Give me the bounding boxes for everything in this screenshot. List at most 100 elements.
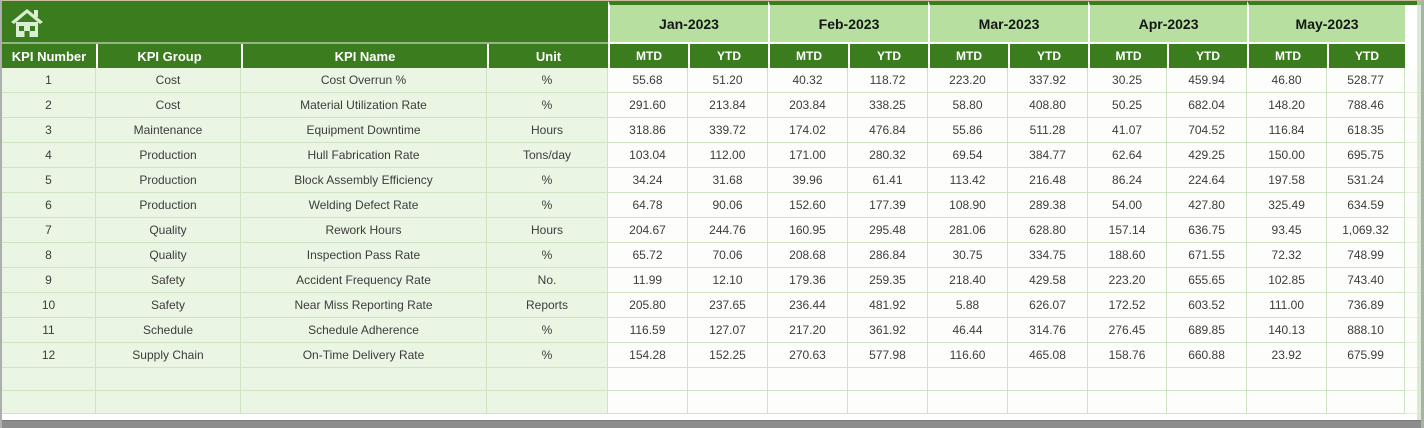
kpi-number-cell: 10: [2, 293, 96, 318]
kpi-value-cell: 152.25: [688, 343, 768, 368]
col-header-jan-mtd: MTD: [608, 44, 688, 68]
kpi-value-cell: 384.77: [1008, 143, 1089, 168]
kpi-name-cell: Cost Overrun %: [241, 68, 487, 93]
col-header-jan-ytd: YTD: [688, 44, 768, 68]
kpi-value-cell: 427.80: [1167, 193, 1248, 218]
kpi-value-cell: 337.92: [1008, 68, 1089, 93]
kpi-unit-cell: %: [487, 343, 608, 368]
kpi-value-cell: 408.80: [1008, 93, 1089, 118]
kpi-number-cell: 12: [2, 343, 96, 368]
kpi-group-cell: Schedule: [96, 318, 241, 343]
kpi-value-cell: 259.35: [848, 268, 929, 293]
kpi-value-cell: 223.20: [928, 68, 1009, 93]
kpi-name-cell: Hull Fabrication Rate: [241, 143, 487, 168]
kpi-unit-cell: %: [487, 318, 608, 343]
kpi-value-cell: 62.64: [1088, 143, 1168, 168]
kpi-value-cell: 465.08: [1008, 343, 1089, 368]
col-header-feb-ytd: YTD: [848, 44, 929, 68]
kpi-unit-cell: %: [487, 243, 608, 268]
table-row: 9 Safety Accident Frequency Rate No. 11.99 12…: [2, 268, 1421, 293]
kpi-number-cell: 3: [2, 118, 96, 143]
kpi-value-cell: 69.54: [928, 143, 1009, 168]
kpi-table: Jan-2023 Feb-2023 Mar-2023 Apr-2023 May-…: [2, 1, 1421, 414]
kpi-value-cell: 55.68: [608, 68, 688, 93]
kpi-value-cell: 171.00: [768, 143, 848, 168]
kpi-value-cell: 188.60: [1088, 243, 1168, 268]
kpi-value-cell: 158.76: [1088, 343, 1168, 368]
empty-value-cell: [928, 368, 1009, 391]
empty-value-cell: [608, 368, 688, 391]
kpi-unit-cell: %: [487, 168, 608, 193]
empty-value-cell: [1088, 368, 1168, 391]
kpi-value-cell: 179.36: [768, 268, 848, 293]
kpi-value-cell: 224.64: [1167, 168, 1248, 193]
col-header-apr-mtd: MTD: [1088, 44, 1168, 68]
kpi-name-cell: Near Miss Reporting Rate: [241, 293, 487, 318]
kpi-unit-cell: %: [487, 193, 608, 218]
kpi-value-cell: 58.80: [928, 93, 1009, 118]
empty-value-cell: [848, 391, 929, 414]
col-header-feb-mtd: MTD: [768, 44, 848, 68]
kpi-value-cell: 660.88: [1167, 343, 1248, 368]
kpi-value-cell: 626.07: [1008, 293, 1089, 318]
kpi-value-cell: 334.75: [1008, 243, 1089, 268]
kpi-value-cell: 736.89: [1327, 293, 1406, 318]
kpi-value-cell: 111.00: [1247, 293, 1328, 318]
empty-value-cell: [1327, 368, 1406, 391]
kpi-value-cell: 86.24: [1088, 168, 1168, 193]
kpi-value-cell: 325.49: [1247, 193, 1328, 218]
kpi-value-cell: 64.78: [608, 193, 688, 218]
empty-left-cell: [241, 368, 487, 391]
empty-left-cell: [487, 391, 608, 414]
kpi-group-cell: Safety: [96, 268, 241, 293]
kpi-value-cell: 112.00: [688, 143, 768, 168]
kpi-value-cell: 172.52: [1088, 293, 1168, 318]
empty-value-cell: [848, 368, 929, 391]
col-header-may-mtd: MTD: [1247, 44, 1328, 68]
kpi-name-cell: Equipment Downtime: [241, 118, 487, 143]
kpi-value-cell: 204.67: [608, 218, 688, 243]
kpi-value-cell: 476.84: [848, 118, 929, 143]
kpi-value-cell: 157.14: [1088, 218, 1168, 243]
kpi-value-cell: 338.25: [848, 93, 929, 118]
kpi-unit-cell: Reports: [487, 293, 608, 318]
kpi-value-cell: 361.92: [848, 318, 929, 343]
kpi-number-cell: 1: [2, 68, 96, 93]
kpi-number-cell: 11: [2, 318, 96, 343]
kpi-unit-cell: %: [487, 68, 608, 93]
kpi-value-cell: 218.40: [928, 268, 1009, 293]
table-row: 11 Schedule Schedule Adherence% 116.59 127.0…: [2, 318, 1421, 343]
kpi-value-cell: 208.68: [768, 243, 848, 268]
kpi-value-cell: 108.90: [928, 193, 1009, 218]
kpi-value-cell: 11.99: [608, 268, 688, 293]
kpi-value-cell: 528.77: [1327, 68, 1406, 93]
kpi-value-cell: 205.80: [608, 293, 688, 318]
month-header-jan: Jan-2023: [608, 1, 768, 44]
kpi-group-cell: Safety: [96, 293, 241, 318]
month-header-may: May-2023: [1247, 1, 1406, 44]
kpi-value-cell: 291.60: [608, 93, 688, 118]
kpi-value-cell: 636.75: [1167, 218, 1248, 243]
kpi-value-cell: 177.39: [848, 193, 929, 218]
kpi-unit-cell: Hours: [487, 218, 608, 243]
kpi-value-cell: 704.52: [1167, 118, 1248, 143]
kpi-unit-cell: Hours: [487, 118, 608, 143]
kpi-value-cell: 682.04: [1167, 93, 1248, 118]
kpi-group-cell: Cost: [96, 68, 241, 93]
kpi-group-cell: Production: [96, 193, 241, 218]
kpi-value-cell: 54.00: [1088, 193, 1168, 218]
kpi-value-cell: 888.10: [1327, 318, 1406, 343]
kpi-value-cell: 481.92: [848, 293, 929, 318]
table-row: 8 Quality Inspection Pass Rate% 65.72 70.06 2…: [2, 243, 1421, 268]
kpi-number-cell: 7: [2, 218, 96, 243]
kpi-value-cell: 150.00: [1247, 143, 1328, 168]
kpi-value-cell: 286.84: [848, 243, 929, 268]
empty-table-row: [2, 368, 1421, 391]
kpi-value-cell: 270.63: [768, 343, 848, 368]
kpi-group-cell: Supply Chain: [96, 343, 241, 368]
empty-left-cell: [2, 368, 96, 391]
kpi-group-cell: Maintenance: [96, 118, 241, 143]
kpi-value-cell: 748.99: [1327, 243, 1406, 268]
kpi-value-cell: 216.48: [1008, 168, 1089, 193]
home-button[interactable]: [2, 1, 608, 44]
